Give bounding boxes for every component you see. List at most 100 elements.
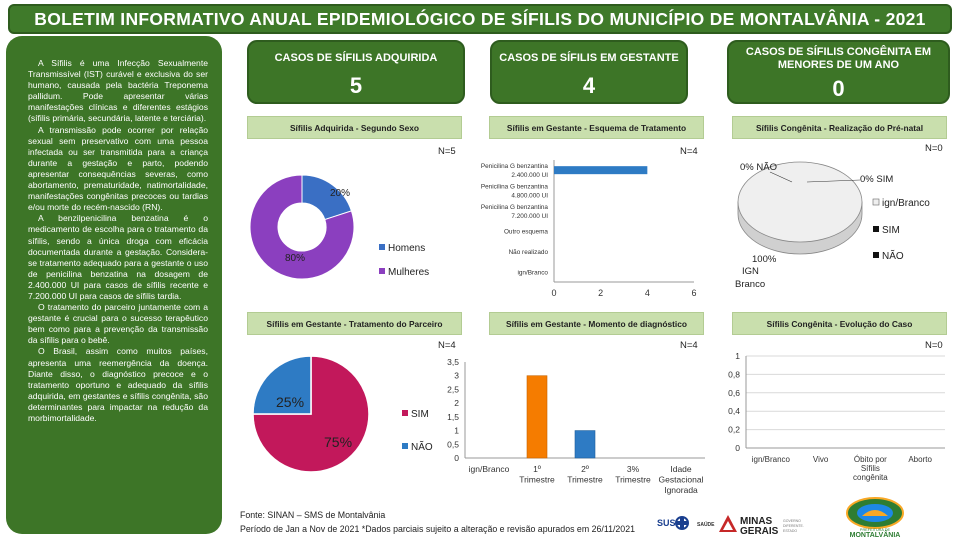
svg-text:SUS: SUS [657, 518, 676, 528]
tick-label: 0,5 [447, 439, 459, 449]
n-label: N=4 [680, 340, 698, 351]
tick-label: 2 [454, 398, 459, 408]
category-label: Penicilina G benzantina 2.400.000 UI [481, 163, 549, 179]
kpi-value: 5 [349, 73, 363, 98]
category-label: Penicilina G benzantina 7.200.000 UI [481, 204, 549, 220]
montalvania-logo: PREFEITURA DE MONTALVÂNIA [846, 497, 904, 538]
legend-label: Mulheres [388, 267, 429, 278]
tick-label: 6 [691, 288, 696, 298]
n-label: N=0 [925, 143, 943, 154]
svg-text:MINAS: MINAS [740, 516, 773, 527]
slice-label: 0% SIM [860, 174, 893, 185]
category-label: Idade Gestacional Ignorada [659, 464, 704, 495]
category-label: Outro esquema [504, 229, 548, 236]
svg-text:SAÚDE: SAÚDE [697, 521, 715, 528]
category-label: Penicilina G benzantina 4.800.000 UI [481, 184, 549, 200]
chart-title-evolution: Sífilis Congênita - Evolução do Caso [732, 312, 947, 335]
slice-label: 0% NÃO [740, 162, 777, 173]
legend-label: SIM [411, 409, 429, 420]
info-sidebar: A Sífilis é uma Infecção Sexualmente Tra… [6, 36, 222, 534]
category-label: Vivo [813, 455, 829, 464]
chart-title-treatment: Sífilis em Gestante - Esquema de Tratame… [489, 116, 704, 139]
tick-label: 1,5 [447, 412, 459, 422]
svg-text:GOVERNO: GOVERNO [783, 519, 801, 523]
tick-label: 4 [645, 288, 650, 298]
svg-text:GERAIS: GERAIS [740, 526, 779, 537]
legend-label: NÃO [411, 440, 433, 453]
slice-label: Branco [735, 279, 765, 290]
kpi-pregnant-card: CASOS DE SÍFILIS EM GESTANTE 4 [490, 40, 688, 104]
slice-label: 100% [752, 254, 777, 265]
tick-label: 1 [454, 426, 459, 436]
kpi-label: CASOS DE SÍFILIS EM GESTANTE [499, 52, 679, 64]
slice-label: 25% [276, 394, 304, 410]
category-label: Óbito por Sífilis congênita [853, 455, 888, 482]
svg-text:PREFEITURA DE: PREFEITURA DE [860, 528, 891, 532]
bar [526, 375, 548, 459]
pie-slice-sim [252, 355, 370, 473]
category-label: ign/Branco [517, 269, 548, 276]
category-label: ign/Branco [469, 464, 510, 474]
tick-label: 0,4 [728, 406, 740, 416]
legend-swatch-sim [873, 226, 879, 232]
kpi-acquired-card: CASOS DE SÍFILIS ADQUIRIDA 5 [247, 40, 465, 104]
slice-label: 20% [330, 188, 350, 199]
pie-slice-não [252, 355, 312, 415]
chart-title-prenatal: Sífilis Congênita - Realização do Pré-na… [732, 116, 947, 139]
legend-label: NÃO [882, 249, 904, 262]
legend-swatch-homens [379, 244, 385, 250]
pie3d-chart-prenatal: 0% NÃO 0% SIM 100% IGN Branco ign/Branco… [735, 161, 930, 290]
minas-gerais-logo: MINAS GERAIS GOVERNO DIFERENTE. ESTADO [719, 515, 804, 537]
n-label: N=5 [438, 146, 456, 157]
category-label: 1º Trimestre [519, 464, 555, 485]
sidebar-paragraph: A transmissão pode ocorrer por relação s… [28, 124, 208, 213]
footer-period: Período de Jan a Nov de 2021 *Dados parc… [240, 524, 635, 534]
bar-chart-diagnosis: 3,5 3 2,5 2 1,5 1 0,5 0 ign/Branco 1º Trimestre 2º… [447, 357, 705, 495]
svg-text:ESTADO: ESTADO [783, 529, 797, 533]
tick-label: 2 [598, 288, 603, 298]
category-label: Não realizado [509, 249, 549, 256]
legend-swatch-sim [402, 410, 408, 416]
sidebar-paragraph: O Brasil, assim como muitos países, apre… [28, 346, 208, 423]
tick-label: 0 [551, 288, 556, 298]
category-label: 3% Trimestre [615, 464, 651, 485]
legend-swatch-nao [873, 252, 879, 258]
category-label: ign/Branco [752, 455, 791, 464]
n-label: N=4 [680, 146, 698, 157]
legend-swatch-ign [872, 198, 880, 206]
legend-label: ign/Branco [882, 198, 930, 209]
legend-label: SIM [882, 225, 900, 236]
bar [574, 430, 596, 459]
sus-logo: SUS SAÚDE [657, 516, 715, 530]
slice-label: 75% [324, 434, 352, 450]
page-title: BOLETIM INFORMATIVO ANUAL EPIDEMIOLÓGICO… [8, 4, 952, 34]
svg-text:DIFERENTE.: DIFERENTE. [783, 524, 804, 528]
slice-label: 80% [285, 253, 305, 264]
footer-text: Fonte: SINAN – SMS de Montalvânia Períod… [240, 508, 635, 536]
donut-slice-mulheres [249, 174, 355, 280]
kpi-label: CASOS DE SÍFILIS ADQUIRIDA [274, 52, 438, 64]
leader-line [806, 179, 861, 183]
pie-slice-ign-branco [737, 161, 863, 243]
sidebar-paragraph: O tratamento do parceiro juntamente com … [28, 302, 208, 346]
kpi-congenital-card: CASOS DE SÍFILIS CONGÊNITA EM MENORES DE… [727, 40, 950, 104]
pie-chart-partner: 25% 75% SIM NÃO [252, 355, 433, 473]
tick-label: 0,6 [728, 388, 740, 398]
tick-label: 3 [454, 371, 459, 381]
sidebar-paragraph: A benzilpenicilina benzatina é o medicam… [28, 213, 208, 301]
n-label: N=4 [438, 340, 456, 351]
legend-label: Homens [388, 243, 425, 254]
category-label: Aborto [908, 455, 932, 464]
svg-text:MONTALVÂNIA: MONTALVÂNIA [850, 530, 901, 538]
legend-swatch-nao [402, 443, 408, 449]
tick-label: 0 [454, 453, 459, 463]
bar [554, 166, 648, 175]
tick-label: 0,8 [728, 369, 740, 379]
legend-swatch-mulheres [379, 268, 385, 274]
bar-chart-evolution: 1 0,8 0,6 0,4 0,2 0 ign/Branco Vivo Óbito por Sí… [728, 351, 945, 482]
chart-title-partner: Sífilis em Gestante - Tratamento do Parc… [247, 312, 462, 335]
kpi-value: 0 [832, 76, 845, 101]
donut-chart-sex: 20% 80% Homens Mulheres [249, 174, 429, 280]
tick-label: 3,5 [447, 357, 459, 367]
kpi-value: 4 [582, 73, 596, 98]
